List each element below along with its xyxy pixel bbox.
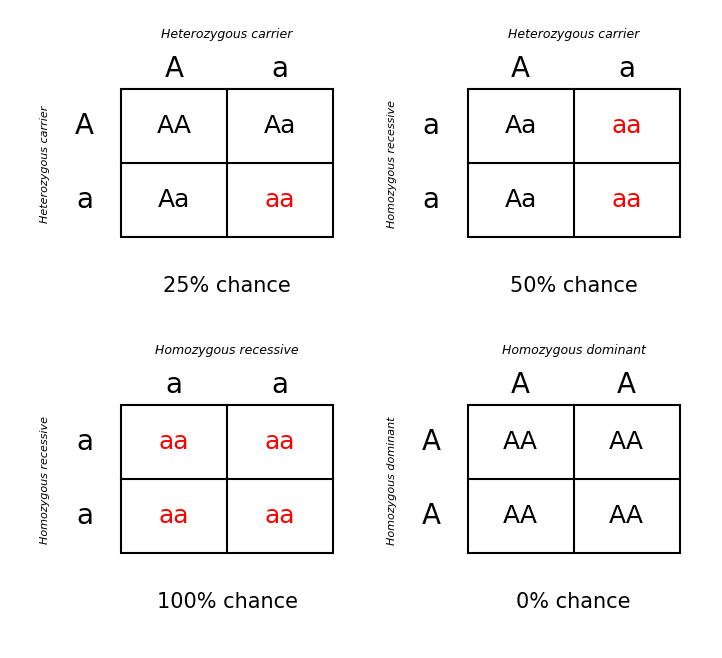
Text: A: A bbox=[511, 371, 530, 399]
Text: a: a bbox=[76, 502, 93, 530]
Text: 50% chance: 50% chance bbox=[510, 276, 638, 296]
Text: Aa: Aa bbox=[158, 188, 191, 212]
Text: AA: AA bbox=[157, 114, 191, 138]
Text: AA: AA bbox=[609, 504, 644, 528]
Text: Homozygous recessive: Homozygous recessive bbox=[155, 344, 299, 357]
Text: 25% chance: 25% chance bbox=[163, 276, 291, 296]
Text: aa: aa bbox=[612, 114, 642, 138]
Bar bbox=[468, 89, 680, 237]
Text: a: a bbox=[422, 112, 440, 140]
Text: Heterozygous carrier: Heterozygous carrier bbox=[40, 106, 51, 223]
Text: Aa: Aa bbox=[505, 114, 537, 138]
Bar bbox=[121, 89, 334, 237]
Text: aa: aa bbox=[265, 504, 295, 528]
Text: AA: AA bbox=[503, 504, 538, 528]
Text: Homozygous dominant: Homozygous dominant bbox=[387, 416, 397, 545]
Text: aa: aa bbox=[159, 504, 189, 528]
Text: A: A bbox=[165, 55, 183, 83]
Text: A: A bbox=[617, 371, 636, 399]
Text: Aa: Aa bbox=[264, 114, 297, 138]
Bar bbox=[468, 405, 680, 553]
Text: a: a bbox=[165, 371, 183, 399]
Text: Aa: Aa bbox=[505, 188, 537, 212]
Text: AA: AA bbox=[609, 430, 644, 454]
Text: a: a bbox=[76, 428, 93, 456]
Text: A: A bbox=[422, 428, 440, 456]
Text: a: a bbox=[76, 186, 93, 214]
Text: aa: aa bbox=[265, 430, 295, 454]
Text: a: a bbox=[618, 55, 635, 83]
Text: aa: aa bbox=[265, 188, 295, 212]
Text: A: A bbox=[75, 112, 94, 140]
Text: A: A bbox=[422, 502, 440, 530]
Text: Homozygous recessive: Homozygous recessive bbox=[387, 101, 397, 228]
Bar bbox=[121, 405, 334, 553]
Text: aa: aa bbox=[159, 430, 189, 454]
Text: a: a bbox=[271, 55, 289, 83]
Text: a: a bbox=[422, 186, 440, 214]
Text: Homozygous dominant: Homozygous dominant bbox=[502, 344, 645, 357]
Text: A: A bbox=[511, 55, 530, 83]
Text: Heterozygous carrier: Heterozygous carrier bbox=[162, 28, 293, 41]
Text: 100% chance: 100% chance bbox=[157, 592, 297, 612]
Text: Heterozygous carrier: Heterozygous carrier bbox=[508, 28, 640, 41]
Text: 0% chance: 0% chance bbox=[516, 592, 631, 612]
Text: a: a bbox=[271, 371, 289, 399]
Text: aa: aa bbox=[612, 188, 642, 212]
Text: Homozygous recessive: Homozygous recessive bbox=[40, 417, 51, 544]
Text: AA: AA bbox=[503, 430, 538, 454]
